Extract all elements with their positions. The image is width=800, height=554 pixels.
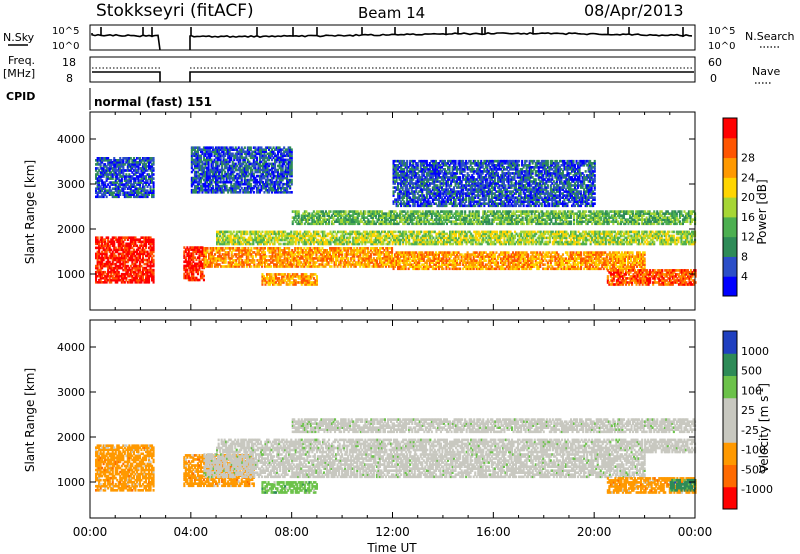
power-band xyxy=(393,251,646,270)
nsearch-scale-top: 10^5 xyxy=(708,26,735,37)
data-cell xyxy=(264,251,266,254)
data-cell xyxy=(97,236,99,239)
date-title: 08/Apr/2013 xyxy=(584,1,684,20)
data-cell xyxy=(203,275,205,278)
data-cell xyxy=(367,247,369,250)
data-cell xyxy=(347,257,349,260)
data-cell xyxy=(331,265,333,268)
data-cell xyxy=(253,259,255,262)
nsearch-label: N.Search xyxy=(745,30,795,43)
nave-tick-bottom: 0 xyxy=(710,72,717,85)
nsky-label: N.Sky xyxy=(3,31,35,44)
nsky-scale-bottom: 10^0 xyxy=(52,41,79,52)
freq-trace xyxy=(92,72,694,82)
freq-label: Freq. xyxy=(8,54,35,67)
data-cell xyxy=(250,265,252,268)
data-cell xyxy=(340,247,342,250)
data-cell xyxy=(250,247,252,250)
data-cell xyxy=(391,247,393,250)
data-cell xyxy=(270,265,272,268)
nsky-trace xyxy=(92,27,692,50)
data-cell xyxy=(207,247,209,250)
cpid-label: CPID xyxy=(6,90,35,103)
nsky-scale-top: 10^5 xyxy=(52,26,79,37)
data-cell xyxy=(203,279,205,282)
freq-panel: Freq. [MHz] 18 8 60 0 Nave xyxy=(3,54,780,85)
radar-summary-plot: Stokkseyri (fitACF) Beam 14 08/Apr/2013 … xyxy=(0,0,800,554)
data-cell xyxy=(153,255,155,258)
beam-title: Beam 14 xyxy=(358,4,425,22)
station-title: Stokkseyri (fitACF) xyxy=(96,1,254,21)
data-cell xyxy=(265,255,267,258)
power-cells xyxy=(95,146,697,285)
freq-tick-bottom: 8 xyxy=(66,72,73,85)
power-band xyxy=(95,236,155,283)
data-cell xyxy=(153,259,155,262)
data-cell xyxy=(153,269,155,272)
nave-label: Nave xyxy=(752,65,780,78)
data-cell xyxy=(288,247,290,250)
data-cell xyxy=(201,271,203,274)
freq-tick-top: 18 xyxy=(62,56,76,69)
data-cell xyxy=(118,271,120,274)
cpid-text: normal (fast) 151 xyxy=(94,95,212,109)
freq-unit: [MHz] xyxy=(3,67,35,80)
power-band xyxy=(183,246,205,281)
data-cell xyxy=(252,255,254,258)
data-cell xyxy=(264,247,266,250)
nave-tick-top: 60 xyxy=(708,56,722,69)
nsky-panel: N.Sky 10^5 10^0 10^5 10^0 N.Search xyxy=(3,25,795,52)
data-cell xyxy=(153,238,155,241)
nsearch-scale-bottom: 10^0 xyxy=(708,41,735,52)
power-band xyxy=(203,247,393,268)
data-cell xyxy=(107,236,109,239)
